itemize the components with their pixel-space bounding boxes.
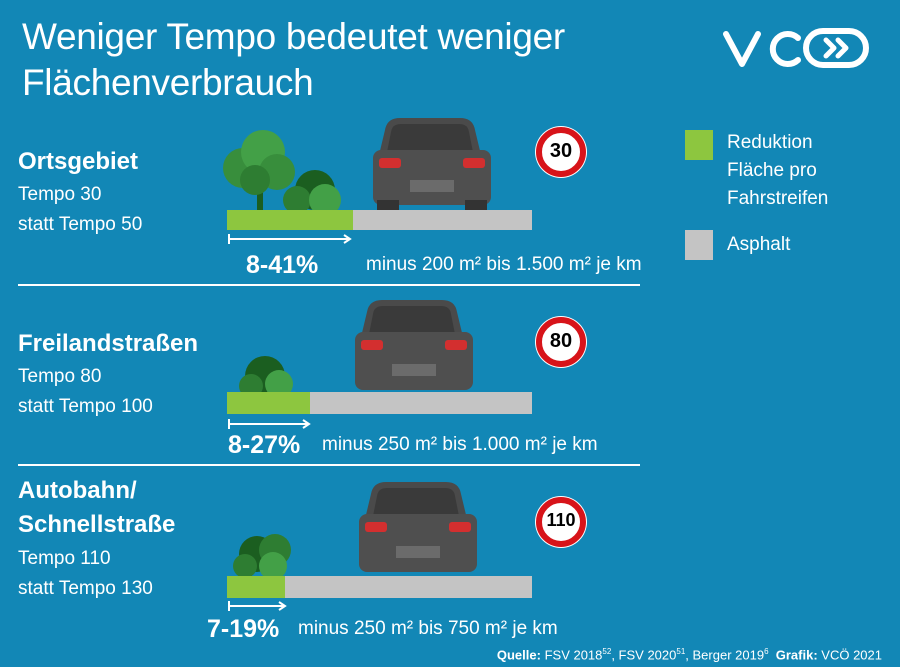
range-arrow (228, 234, 352, 244)
legend-asphalt-swatch (685, 230, 713, 260)
section-ortsgebiet-pct: 8-41% (246, 251, 319, 279)
speed-sign-icon (535, 496, 587, 548)
section-freiland-pct: 8-27% (228, 431, 301, 459)
speed-sign-label: 110 (546, 510, 576, 530)
legend-reduction-swatch (685, 130, 713, 160)
source-sep-2: , (685, 647, 693, 662)
speed-sign-icon (535, 126, 587, 178)
reduction-bar (227, 210, 353, 230)
source-label: Quelle: (496, 647, 541, 662)
section-autobahn-line2: statt Tempo 130 (18, 578, 153, 599)
source-ref-1: FSV 2018 (544, 647, 603, 662)
source-note: Quelle: FSV 201852, FSV 202051, Berger 2… (497, 647, 882, 662)
car-icon (373, 118, 491, 210)
section-freiland-illustration (227, 300, 587, 429)
tree-icon (223, 130, 295, 210)
source-ref-2: FSV 2020 (618, 647, 677, 662)
section-autobahn-title-1: Autobahn/ (18, 477, 137, 504)
section-autobahn-line1: Tempo 110 (18, 548, 111, 569)
section-ortsgebiet-title: Ortsgebiet (18, 148, 139, 175)
reduction-bar (227, 392, 310, 414)
source-sup-2: 51 (676, 646, 686, 656)
source-sup-1: 52 (602, 646, 612, 656)
asphalt-bar (227, 576, 532, 598)
section-ortsgebiet-line1: Tempo 30 (18, 184, 102, 205)
section-freiland-desc: minus 250 m² bis 1.000 m² je km (322, 434, 598, 455)
speed-sign-label: 30 (549, 140, 573, 162)
section-freiland-line1: Tempo 80 (18, 366, 102, 387)
legend-reduction-line-2: Fläche pro (727, 160, 817, 181)
legend-reduction-line-1: Reduktion (727, 132, 813, 153)
speed-sign-label: 80 (549, 330, 573, 352)
section-freiland-title: Freilandstraßen (18, 330, 199, 357)
range-arrow (228, 419, 311, 429)
vco-logo (723, 28, 869, 68)
source-ref-3: Berger 2019 (692, 647, 765, 662)
speed-sign-icon (535, 316, 587, 368)
range-arrow (228, 601, 287, 611)
divider-1 (18, 284, 640, 286)
reduction-bar (227, 576, 285, 598)
grafik-label: Grafik: (775, 647, 818, 662)
section-ortsgebiet-desc: minus 200 m² bis 1.500 m² je km (366, 254, 642, 275)
section-ortsgebiet-line2: statt Tempo 50 (18, 214, 143, 235)
page-title: Weniger Tempo bedeutet weniger Flächenve… (22, 14, 662, 106)
divider-2 (18, 464, 640, 466)
title-line-2: Flächenverbrauch (22, 62, 314, 103)
section-autobahn-title-2: Schnellstraße (18, 511, 176, 538)
car-icon (355, 300, 473, 390)
section-autobahn-pct: 7-19% (207, 615, 280, 643)
bush-icon (283, 170, 341, 216)
car-icon (359, 482, 477, 572)
title-line-1: Weniger Tempo bedeutet weniger (22, 16, 565, 57)
bush-icon (239, 356, 293, 398)
section-freiland-line2: statt Tempo 100 (18, 396, 153, 417)
grafik-credit: VCÖ 2021 (821, 647, 882, 662)
legend-asphalt-label: Asphalt (727, 234, 791, 255)
section-autobahn-illustration (227, 482, 587, 611)
legend-reduction-label: Reduktion Fläche pro Fahrstreifen (727, 129, 828, 213)
source-sup-3: 6 (764, 646, 769, 656)
section-ortsgebiet-illustration (223, 118, 587, 244)
legend-reduction-line-3: Fahrstreifen (727, 188, 829, 209)
source-sep-1: , (611, 647, 619, 662)
section-autobahn-desc: minus 250 m² bis 750 m² je km (298, 618, 558, 639)
bush-icon (233, 534, 291, 580)
